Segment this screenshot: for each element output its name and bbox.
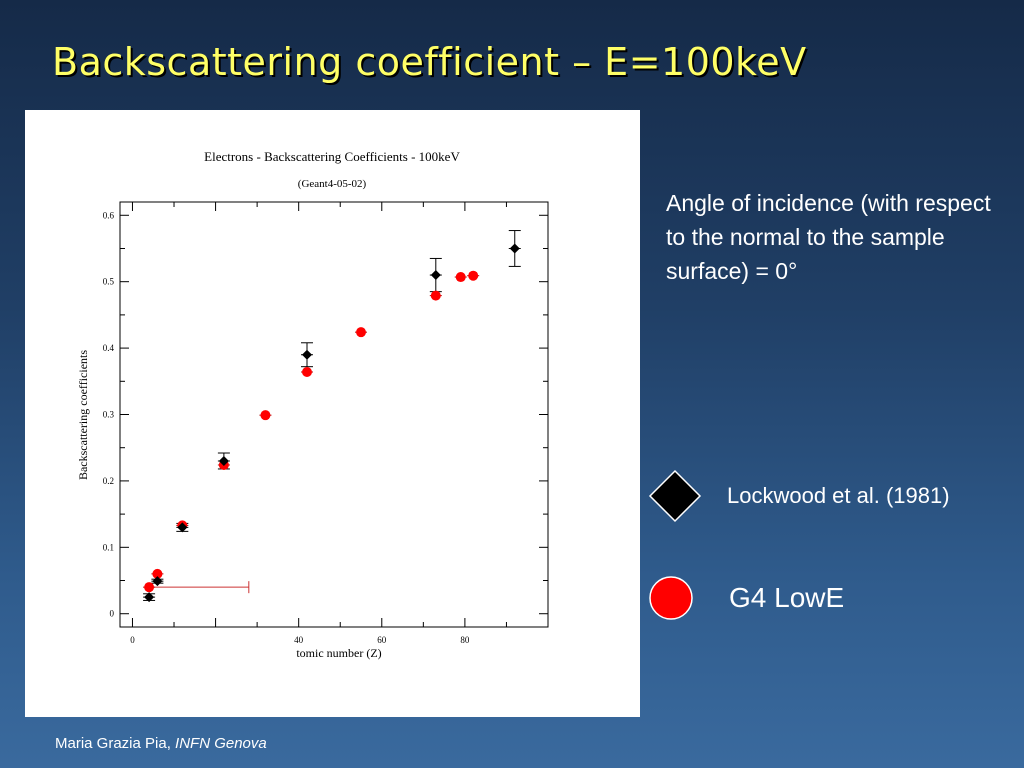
chart-title: Electrons - Backscattering Coefficients … — [204, 149, 460, 164]
x-tick-label: 40 — [294, 635, 304, 645]
g4-lowe-point — [260, 410, 271, 421]
x-tick-label: 80 — [460, 635, 470, 645]
plot-panel: Electrons - Backscattering Coefficients … — [25, 110, 640, 717]
incidence-angle-note: Angle of incidence (with respect to the … — [666, 190, 991, 284]
g4-lowe-point — [356, 327, 367, 338]
backscattering-chart: Electrons - Backscattering Coefficients … — [76, 149, 549, 660]
lockwood-point — [177, 522, 188, 533]
black-diamond-icon — [648, 469, 702, 523]
legend-item-lockwood: Lockwood et al. (1981) — [648, 469, 950, 523]
y-tick-label: 0.4 — [103, 343, 115, 353]
y-tick-label: 0.6 — [103, 210, 115, 220]
legend-item-g4-lowe: G4 LowE — [648, 575, 844, 621]
lockwood-point — [301, 349, 312, 360]
x-tick-label: 60 — [377, 635, 387, 645]
data-marks — [143, 243, 521, 603]
footer: Maria Grazia Pia, INFN Genova — [55, 735, 267, 752]
red-circle-icon — [649, 576, 693, 620]
lockwood-point — [430, 270, 441, 281]
y-tick-label: 0 — [110, 609, 115, 619]
slide-title: Backscattering coefficient – E=100keV — [52, 40, 807, 84]
legend-label-lockwood: Lockwood et al. (1981) — [727, 483, 950, 508]
plot-frame — [119, 201, 549, 628]
x-tick-label: 0 — [130, 635, 135, 645]
chart-subtitle: (Geant4-05-02) — [298, 178, 367, 190]
y-tick-label: 0.5 — [103, 277, 115, 287]
g4-lowe-point — [430, 290, 441, 301]
g4-lowe-point — [152, 568, 163, 579]
y-tick-label: 0.2 — [103, 476, 114, 486]
y-tick-label: 0.3 — [103, 410, 115, 420]
g4-lowe-point — [301, 367, 312, 377]
lockwood-point — [509, 243, 520, 254]
x-axis-label: tomic number (Z) — [296, 646, 381, 660]
y-tick-label: 0.1 — [103, 542, 114, 552]
footer-affiliation: INFN Genova — [175, 735, 267, 752]
g4-lowe-point — [468, 270, 479, 281]
lockwood-point — [218, 455, 229, 466]
error-bars — [143, 230, 521, 601]
g4-lowe-point — [455, 272, 466, 283]
lockwood-point — [144, 592, 155, 603]
y-axis-label: Backscattering coefficients — [76, 350, 90, 480]
axis-ticks: 0 0.1 0.2 0.3 0.4 0.5 0.6 0 40 60 80 — [103, 202, 549, 645]
legend-label-g4-lowe: G4 LowE — [729, 582, 845, 613]
footer-author: Maria Grazia Pia, — [55, 735, 171, 752]
lockwood-point — [152, 576, 163, 587]
g4-lowe-point — [144, 582, 155, 593]
